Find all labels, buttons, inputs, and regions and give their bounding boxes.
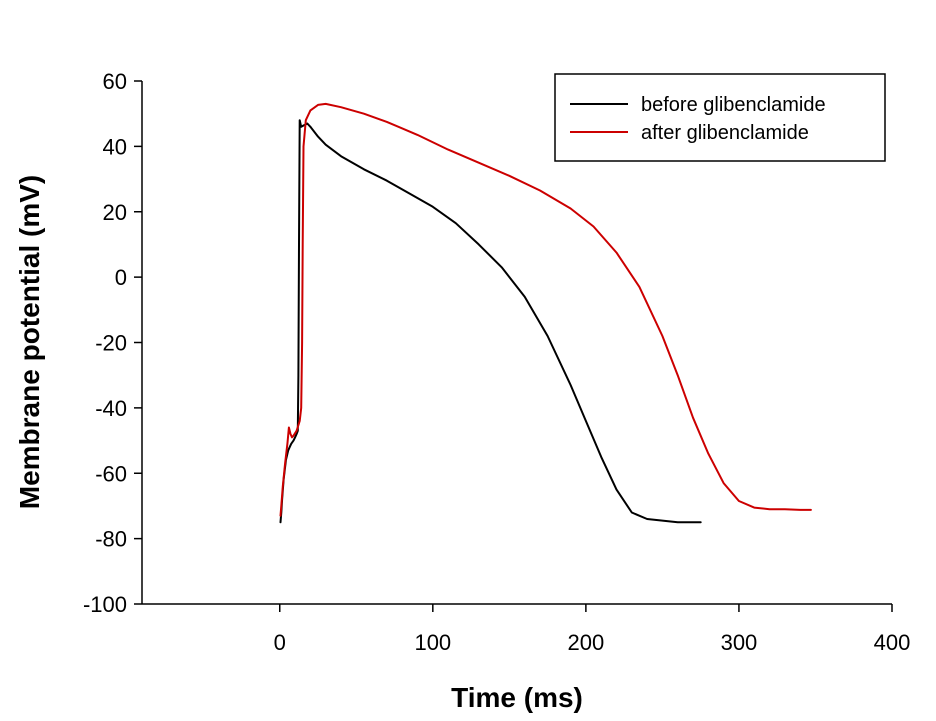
x-tick-label: 100 bbox=[414, 630, 451, 655]
series-line-before bbox=[279, 119, 702, 524]
y-tick-label: -60 bbox=[95, 461, 127, 486]
legend-entry-label: after glibenclamide bbox=[641, 122, 809, 144]
y-axis-title: Membrane potential (mV) bbox=[14, 175, 45, 509]
legend: before glibenclamide after glibenclamide bbox=[554, 73, 886, 162]
series-layer bbox=[279, 102, 812, 524]
y-tick-label: -80 bbox=[95, 527, 127, 552]
legend-box bbox=[554, 73, 886, 162]
x-tick-label: 400 bbox=[874, 630, 911, 655]
x-tick-label: 0 bbox=[274, 630, 286, 655]
y-tick-label: 40 bbox=[103, 134, 127, 159]
legend-entry-label: before glibenclamide bbox=[641, 94, 826, 116]
x-tick-label: 200 bbox=[568, 630, 605, 655]
y-tick-label: 60 bbox=[103, 69, 127, 94]
y-tick-label: -20 bbox=[95, 331, 127, 356]
y-tick-label: 20 bbox=[103, 200, 127, 225]
y-tick-label: 0 bbox=[115, 265, 127, 290]
axes-layer: -100 -80 -60 -40 -20 0 20 40 60 0 100 200 300 400 bbox=[83, 69, 910, 655]
series-line-after bbox=[279, 102, 812, 517]
x-tick-label: 300 bbox=[721, 630, 758, 655]
y-tick-label: -40 bbox=[95, 396, 127, 421]
x-axis-title: Time (ms) bbox=[451, 682, 583, 713]
y-tick-label: -100 bbox=[83, 592, 127, 617]
